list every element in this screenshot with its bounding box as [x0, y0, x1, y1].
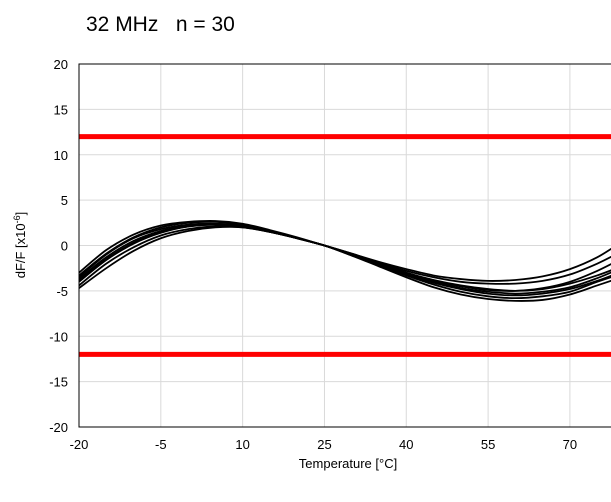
y-tick-label: -20: [49, 420, 68, 435]
grid: [79, 64, 611, 427]
x-axis-label: Temperature [°C]: [299, 456, 397, 471]
y-tick-label: 10: [54, 148, 68, 163]
series-line-6: [78, 225, 611, 300]
x-tick-label: -5: [155, 437, 167, 452]
chart-title: 32 MHz n = 30: [86, 13, 235, 36]
y-tick-label: 15: [54, 102, 68, 117]
x-tick-label: 10: [235, 437, 249, 452]
y-tick-label: -5: [56, 284, 68, 299]
x-tick-label: 40: [399, 437, 413, 452]
y-tick-label: 0: [61, 239, 68, 254]
y-axis-label-main: dF/F [x10: [13, 223, 28, 278]
x-tick-label: 70: [563, 437, 577, 452]
plot-area-frame: [78, 63, 611, 428]
limit-lines: [79, 134, 611, 357]
x-tick-label: -20: [70, 437, 89, 452]
y-axis-label: dF/F [x10-6]: [12, 212, 28, 279]
y-tick-label: 5: [61, 193, 68, 208]
series-line-8: [78, 223, 611, 297]
x-tick-label: 25: [317, 437, 331, 452]
y-tick-label: -15: [49, 375, 68, 390]
x-tick-labels: -20 -5 10 25 40 55 70: [70, 437, 578, 452]
series-group: [78, 220, 611, 302]
y-axis-label-suffix: ]: [13, 212, 28, 216]
y-axis-label-exponent: -6: [12, 215, 22, 223]
y-tick-labels: -20 -15 -10 -5 0 5 10 15 20: [49, 57, 68, 435]
x-tick-label: 55: [481, 437, 495, 452]
y-tick-label: -10: [49, 329, 68, 344]
y-tick-label: 20: [54, 57, 68, 72]
